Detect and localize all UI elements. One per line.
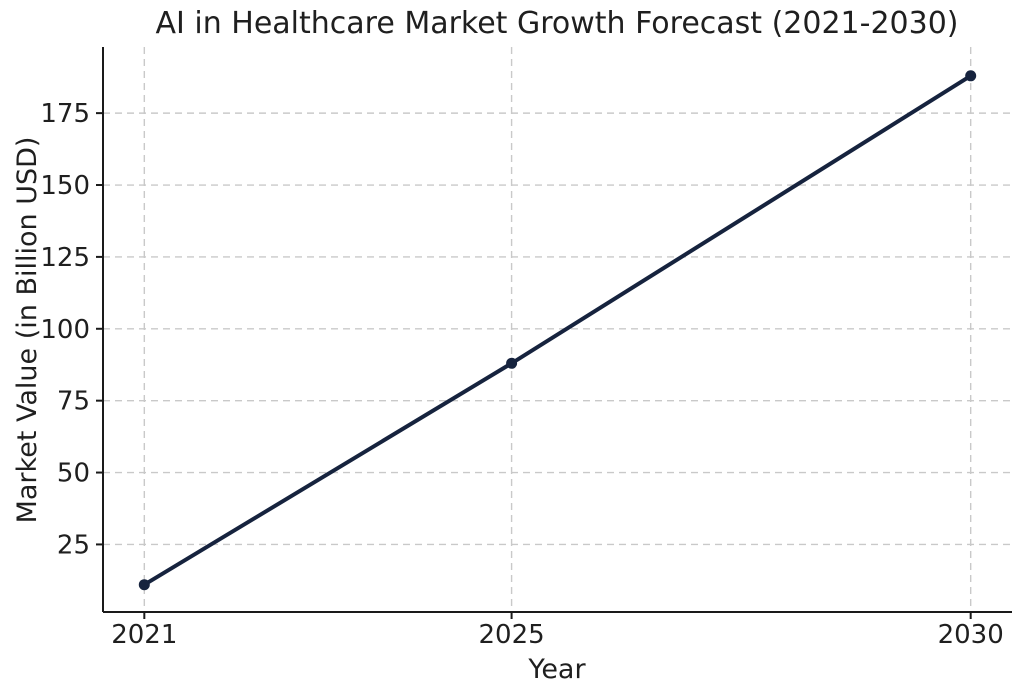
x-tick-label: 2030	[938, 620, 1004, 650]
data-point-marker	[965, 70, 977, 82]
tick-labels: 25 50 75 100 125 150 175 2021 2025 2030	[40, 99, 1003, 650]
gridlines	[103, 47, 1012, 612]
x-axis-label: Year	[527, 654, 586, 685]
data-point-marker	[138, 579, 150, 591]
y-tick-label: 125	[40, 243, 90, 273]
y-axis-label: Market Value (in Billion USD)	[12, 137, 43, 524]
data-point-marker	[506, 357, 518, 369]
y-tick-label: 175	[40, 99, 90, 129]
x-tick-label: 2025	[479, 620, 545, 650]
chart-title: AI in Healthcare Market Growth Forecast …	[155, 6, 958, 41]
data-line	[142, 73, 973, 587]
y-tick-label: 75	[57, 387, 90, 417]
y-tick-label: 100	[40, 315, 90, 345]
y-tick-label: 150	[40, 171, 90, 201]
data-points	[138, 70, 977, 591]
x-tick-label: 2021	[111, 620, 177, 650]
y-tick-label: 25	[57, 530, 90, 560]
axis-ticks	[96, 112, 972, 619]
y-tick-label: 50	[57, 459, 90, 489]
